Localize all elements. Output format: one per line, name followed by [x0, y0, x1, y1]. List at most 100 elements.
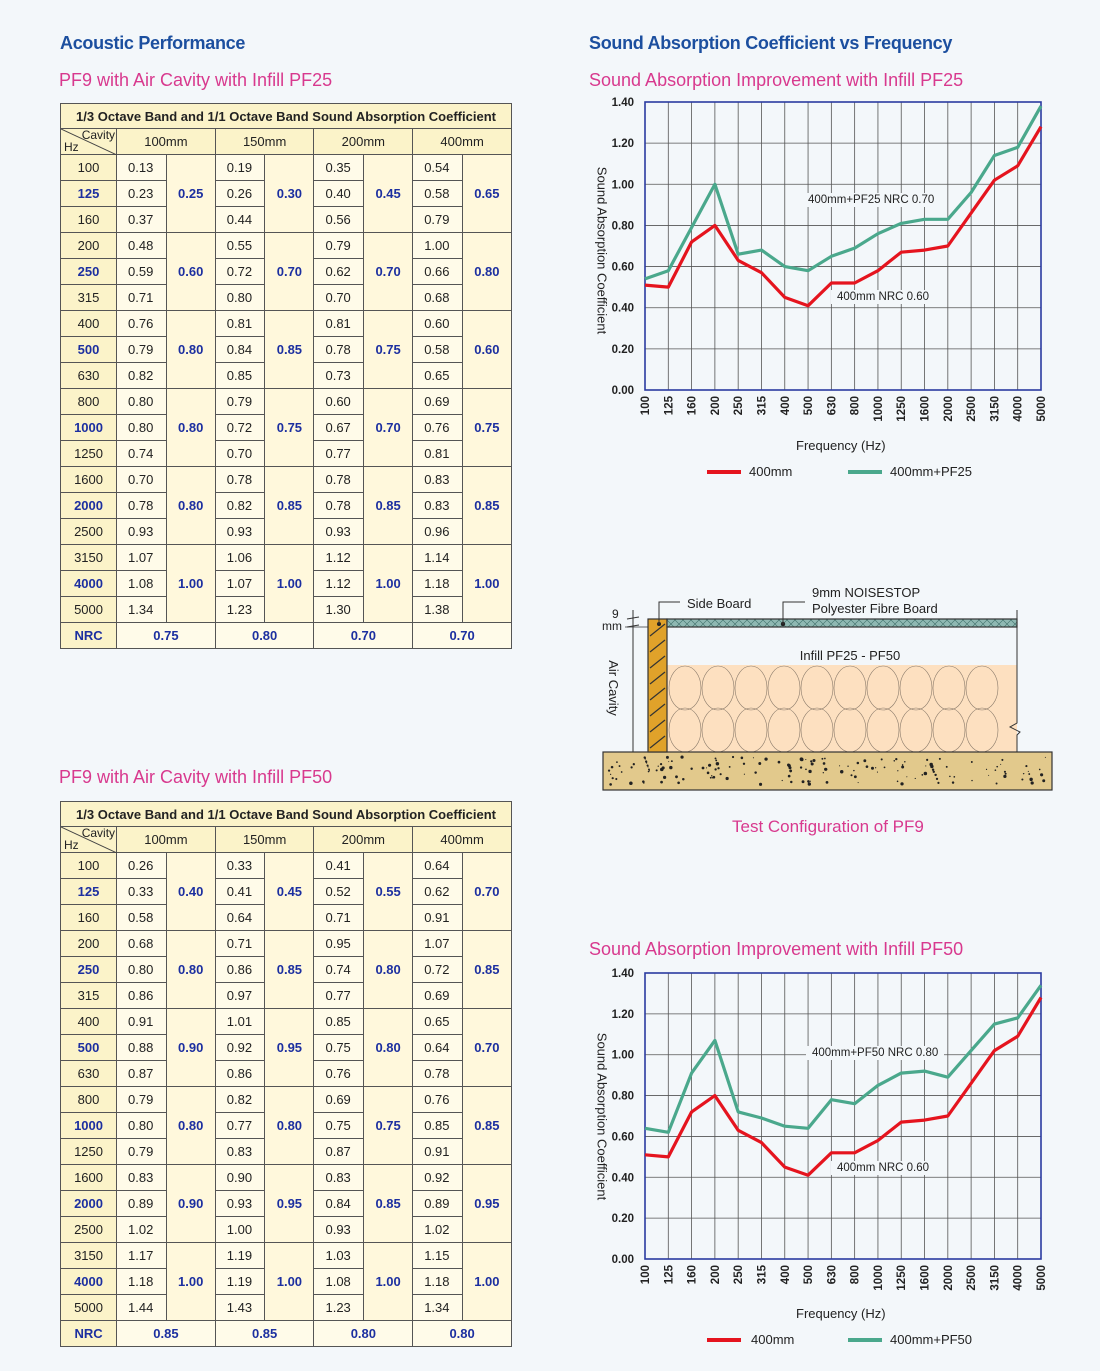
x-tick-label: 160 — [687, 396, 699, 415]
absorption-table-pf25: 1/3 Octave Band and 1/1 Octave Band Soun… — [59, 103, 513, 649]
frequency-cell: 4000 — [59, 1268, 118, 1295]
third-octave-value: 0.84 — [313, 1190, 365, 1217]
third-octave-value: 0.71 — [116, 284, 167, 311]
third-octave-value: 0.78 — [313, 336, 365, 363]
speckle — [642, 782, 645, 784]
chart2-ylabel: Sound Absorption Coefficient — [594, 1032, 610, 1201]
third-octave-value: 0.96 — [412, 518, 463, 545]
nrc-value: 0.85 — [214, 1320, 315, 1347]
x-tick-label: 400 — [780, 396, 792, 415]
x-tick-label: 3150 — [989, 1265, 1001, 1291]
speckle — [953, 775, 956, 778]
octave-value: 1.00 — [461, 1242, 513, 1321]
third-octave-value: 0.67 — [313, 414, 365, 441]
table-row: 2000 0.78 0.82 0.78 0.83 — [59, 492, 512, 519]
speckle — [904, 760, 906, 763]
table-row: 1250 0.79 0.83 0.87 0.91 — [59, 1138, 512, 1165]
third-octave-value: 0.77 — [313, 440, 365, 467]
third-octave-value: 0.70 — [214, 440, 266, 467]
speckle — [853, 769, 855, 772]
speckle — [994, 769, 997, 771]
octave-value: 0.95 — [264, 1008, 315, 1087]
third-octave-value: 0.23 — [116, 180, 167, 207]
y-tick-label: 0.20 — [612, 344, 634, 356]
series-line-400mm-pf50 — [644, 984, 1043, 1134]
speckle — [949, 775, 951, 778]
third-octave-value: 1.23 — [313, 1294, 365, 1321]
frequency-cell: 1000 — [59, 1112, 118, 1139]
cavity-header: 200mm — [313, 826, 414, 853]
chart1-annotation-green: 400mm+PF25 NRC 0.70 — [802, 193, 941, 207]
speckle — [1003, 770, 1006, 773]
speckle — [857, 782, 859, 784]
table-row: 2500 0.93 0.93 0.93 0.96 — [59, 518, 512, 545]
x-tick-label: 5000 — [1036, 396, 1048, 422]
speckle — [951, 781, 955, 784]
x-tick-label: 1000 — [873, 396, 885, 422]
diagram-caption: Test Configuration of PF9 — [732, 817, 924, 836]
infill-area — [667, 665, 1017, 753]
speckle — [935, 777, 939, 781]
table-row: 160 0.37 0.44 0.56 0.79 — [59, 206, 512, 233]
third-octave-value: 0.62 — [313, 258, 365, 285]
speckle — [609, 773, 612, 775]
board-label-line2: Polyester Fibre Board — [812, 601, 938, 616]
third-octave-value: 0.93 — [313, 1216, 365, 1243]
speckle — [715, 759, 718, 762]
speckle — [824, 768, 828, 771]
third-octave-value: 0.79 — [214, 388, 266, 415]
speckle — [812, 758, 816, 763]
x-tick-label: 2500 — [966, 1265, 978, 1291]
third-octave-value: 1.23 — [214, 596, 266, 623]
octave-value: 0.85 — [264, 466, 315, 545]
table-row: 1600 0.83 0.90 0.90 0.95 0.83 0.85 0.92 0.95 — [59, 1164, 513, 1243]
y-tick-label: 1.00 — [612, 1050, 634, 1062]
fibre-loop — [932, 665, 966, 711]
legend1-red-label: 400mm — [749, 464, 793, 479]
speckle — [937, 781, 940, 784]
air-cavity-label: Air Cavity — [606, 660, 621, 716]
x-tick-label: 1250 — [896, 396, 908, 422]
table-row: 1600 0.70 0.80 0.78 0.85 0.78 0.85 0.83 0.85 — [59, 466, 513, 545]
third-octave-value: 1.00 — [412, 232, 463, 259]
octave-value: 0.80 — [165, 310, 216, 389]
y-tick-label: 1.00 — [612, 179, 634, 191]
third-octave-value: 0.85 — [313, 1008, 365, 1035]
octave-value: 0.70 — [264, 232, 315, 311]
octave-value: 0.70 — [363, 232, 414, 311]
third-octave-value: 0.72 — [214, 414, 266, 441]
third-octave-value: 0.68 — [412, 284, 463, 311]
octave-value: 1.00 — [264, 1242, 315, 1321]
y-tick-label: 0.60 — [612, 262, 634, 274]
chart1-title: Sound Absorption Improvement with Infill… — [589, 70, 964, 90]
side-board-hatch — [649, 623, 666, 749]
nrc-label: NRC — [59, 1320, 118, 1347]
x-tick-label: 400 — [780, 1265, 792, 1284]
speckle — [871, 766, 874, 770]
third-octave-value: 0.65 — [412, 362, 463, 389]
chart2-plot: 100 125 160 200 250 315 400 500 630 800 1000 1250 16… — [612, 968, 1048, 1291]
table-row: 200 0.48 0.60 0.55 0.70 0.79 0.70 1.00 0.80 — [59, 232, 513, 311]
speckle — [799, 757, 804, 761]
third-octave-value: 0.80 — [116, 388, 167, 415]
third-octave-value: 0.91 — [412, 1138, 463, 1165]
table-corner-header: Cavity Hz — [59, 826, 118, 853]
x-tick-label: 200 — [710, 396, 722, 415]
speckle — [971, 779, 973, 782]
third-octave-value: 0.92 — [412, 1164, 463, 1191]
fibre-loop — [701, 665, 735, 711]
third-octave-value: 0.72 — [214, 258, 266, 285]
third-octave-value: 1.06 — [214, 544, 266, 571]
third-octave-value: 0.81 — [214, 310, 266, 337]
speckle — [706, 771, 710, 775]
speckle — [657, 765, 659, 767]
third-octave-value: 0.35 — [313, 154, 365, 181]
table-row: 160 0.58 0.64 0.71 0.91 — [59, 904, 512, 931]
heading-absorption-vs-frequency: Sound Absorption Coefficient vs Frequenc… — [589, 33, 953, 53]
octave-value: 0.45 — [363, 154, 414, 233]
speckle — [682, 778, 685, 781]
legend1-green-swatch — [848, 470, 882, 474]
x-tick-label: 2000 — [943, 396, 955, 422]
speckle — [906, 776, 908, 778]
y-tick-label: 0.40 — [612, 1172, 634, 1184]
